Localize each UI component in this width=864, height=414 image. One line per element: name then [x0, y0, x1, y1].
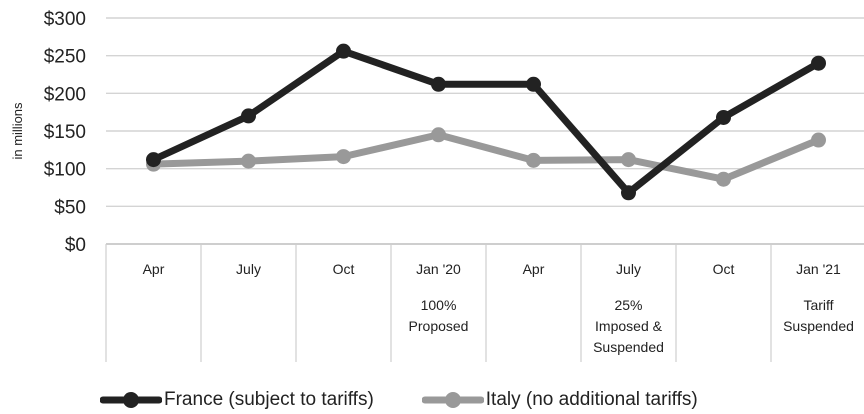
y-tick-label: $50 — [54, 197, 86, 218]
y-tick-label: $250 — [44, 47, 86, 68]
y-tick-label: $200 — [44, 84, 86, 105]
data-point — [241, 153, 256, 169]
y-tick-label: $0 — [65, 235, 86, 256]
x-tick-label: July — [616, 261, 641, 277]
legend-item: Italy (no additional tariffs) — [421, 388, 698, 412]
data-point — [526, 76, 541, 92]
x-tick-label: Oct — [333, 261, 355, 277]
data-point — [621, 152, 636, 168]
data-point — [431, 127, 446, 143]
legend-label: France (subject to tariffs) — [164, 389, 374, 410]
y-tick-label: $100 — [44, 160, 86, 181]
data-point — [811, 132, 826, 148]
data-point — [431, 76, 446, 92]
x-tick-label: Oct — [713, 261, 735, 277]
y-tick-label: $300 — [44, 9, 86, 30]
x-tick-label: Jan '21 — [796, 261, 841, 277]
legend-label: Italy (no additional tariffs) — [485, 389, 698, 410]
x-tick-label: July — [236, 261, 261, 277]
legend-marker — [123, 392, 139, 408]
annotation-text: Suspended — [783, 318, 854, 334]
y-tick-label: $150 — [44, 122, 86, 143]
x-tick-label: Apr — [143, 261, 165, 277]
legend-swatch — [100, 392, 162, 408]
series-line — [150, 47, 822, 197]
legend-marker — [444, 392, 461, 408]
data-point — [336, 43, 351, 59]
series-line — [150, 131, 822, 183]
x-tick-label: Apr — [523, 261, 545, 277]
data-point — [716, 109, 731, 125]
x-tick-label: Jan '20 — [416, 261, 461, 277]
data-point — [716, 171, 731, 187]
data-point — [621, 185, 636, 201]
legend-swatch — [421, 392, 484, 408]
line-chart: $0 $50 $100 $150 $200 $250 $300 in millions Apr J… — [10, 9, 864, 362]
annotation-text: Tariff — [803, 297, 833, 313]
annotation-text: 25% — [614, 297, 642, 313]
legend-item: France (subject to tariffs) — [100, 388, 374, 412]
data-point — [811, 55, 826, 71]
annotation-text: Proposed — [409, 318, 469, 334]
data-point — [146, 152, 161, 168]
data-point — [526, 152, 541, 168]
annotation-text: Imposed & — [595, 318, 663, 334]
annotation-text: 100% — [421, 297, 457, 313]
annotation-text: Suspended — [593, 339, 664, 355]
y-axis-label: in millions — [10, 102, 25, 160]
data-point — [336, 149, 351, 165]
legend: France (subject to tariffs) Italy (no add… — [100, 386, 698, 414]
data-point — [241, 108, 256, 124]
